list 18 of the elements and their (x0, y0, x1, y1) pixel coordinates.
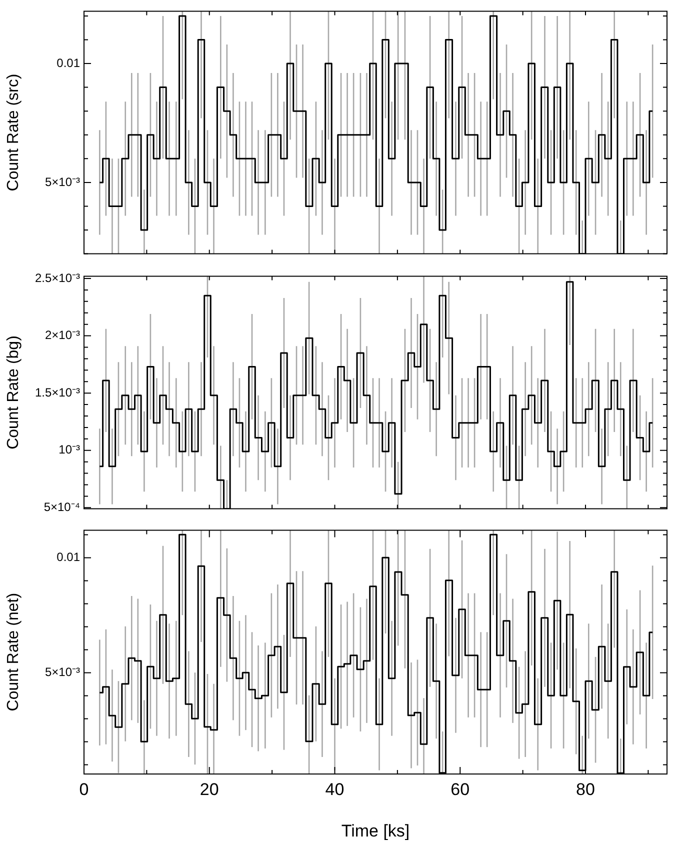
x-tick-label: 0 (79, 780, 89, 800)
y-tick-label: 5×10⁻³ (44, 665, 80, 680)
y-tick-label: 5×10⁻³ (44, 174, 80, 189)
x-axis-title: Time [ks] (341, 822, 410, 841)
x-tick-label: 40 (325, 780, 344, 800)
x-tick-label: 80 (576, 780, 595, 800)
y-tick-label: 0.01 (56, 550, 80, 564)
x-tick-label: 60 (450, 780, 470, 800)
y-tick-label: 2.5×10⁻³ (34, 270, 80, 284)
y-tick-label: 5×10⁻⁴ (44, 500, 80, 514)
y-axis-title: Count Rate (bg) (5, 335, 22, 450)
y-axis-title: Count Rate (net) (5, 593, 22, 712)
y-axis-title: Count Rate (src) (5, 74, 22, 192)
y-tick-label: 0.01 (56, 56, 80, 70)
x-tick-label: 20 (200, 780, 219, 800)
y-tick-label: 2×10⁻³ (44, 328, 80, 342)
y-tick-label: 10⁻³ (58, 442, 80, 456)
y-tick-label: 1.5×10⁻³ (34, 385, 80, 400)
